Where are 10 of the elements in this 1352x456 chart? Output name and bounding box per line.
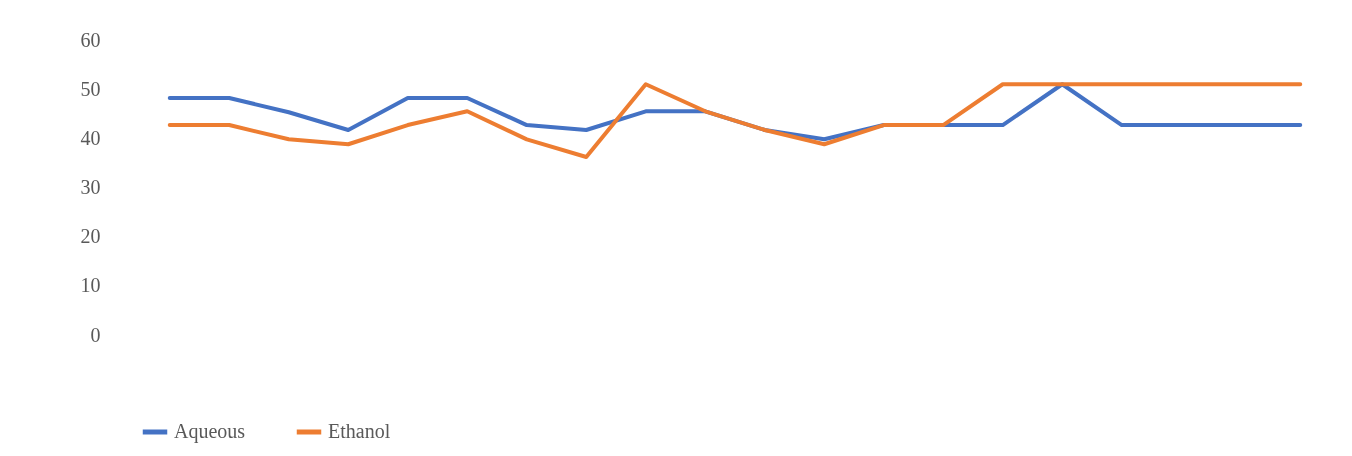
y-tick-label: 20 [80, 225, 101, 248]
y-tick-label: 50 [80, 77, 101, 100]
legend-label: Aqueous [174, 420, 246, 443]
y-tick-label: 60 [80, 28, 101, 51]
line-series [167, 82, 1303, 160]
y-tick-label: 40 [80, 126, 101, 149]
legend-label: Ethanol [328, 420, 391, 442]
y-tick-label: 10 [80, 274, 101, 297]
y-tick-label: 30 [80, 176, 101, 198]
y-tick-label: 0 [90, 323, 101, 346]
